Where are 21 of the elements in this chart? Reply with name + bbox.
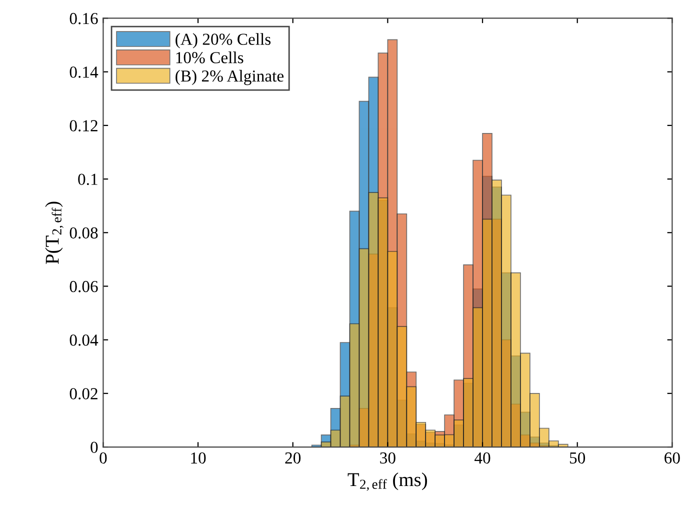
y-tick-label: 0.08 [70, 227, 98, 239]
x-tick-label: 40 [474, 452, 490, 464]
y-tick-label: 0.1 [78, 174, 98, 186]
x-tick-label: 50 [570, 452, 586, 464]
y-tick-label: 0.06 [70, 280, 98, 292]
x-tick-label: 20 [285, 452, 301, 464]
y-tick-label: 0 [90, 442, 98, 453]
x-tick-label: 0 [100, 452, 107, 464]
y-tick-label: 0.14 [70, 66, 98, 78]
y-tick-label: 0.12 [70, 120, 98, 132]
x-axis-title: T$_{2,eff}$ (ms) [348, 472, 427, 491]
y-tick-label: 0.02 [70, 388, 98, 400]
x-tick-label: 10 [191, 452, 206, 464]
legend-label: (A) 20% Cells [176, 33, 271, 48]
y-tick-label: 0.16 [70, 12, 98, 24]
legend-label: 10% Cells [176, 52, 244, 64]
y-tick-label: 0.04 [70, 334, 98, 346]
legend-label: (B) 2% Alginate [176, 70, 284, 86]
x-tick-label: 60 [664, 452, 680, 464]
y-axis-title: P(T$_{2,eff}$) [45, 202, 64, 264]
x-tick-label: 30 [380, 452, 396, 464]
